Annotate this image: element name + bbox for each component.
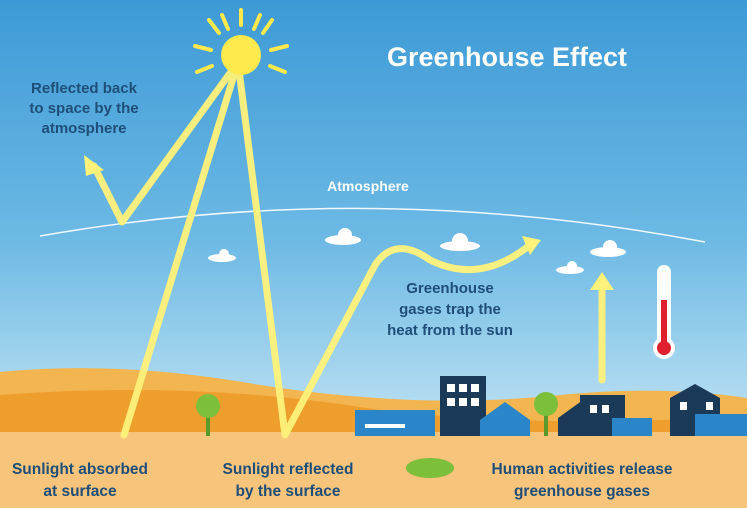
label-line: greenhouse gases [514, 483, 650, 500]
label-line: at surface [43, 483, 117, 500]
atmosphere-label: Atmosphere [327, 178, 409, 194]
greenhouse-diagram: Greenhouse Effect Atmosphere Reflected b… [0, 0, 747, 508]
title: Greenhouse Effect [387, 42, 627, 72]
reflected-label: Reflected back to space by the atmospher… [29, 80, 138, 137]
label-line: gases trap the [399, 301, 501, 318]
label-line: by the surface [235, 483, 340, 500]
label-line: heat from the sun [387, 322, 513, 339]
label-line: Reflected back [31, 80, 138, 97]
label-line: Greenhouse [406, 280, 494, 297]
label-line: Human activities release [492, 461, 673, 478]
label-line: Sunlight absorbed [12, 461, 148, 478]
label-line: Sunlight reflected [223, 461, 354, 478]
sky [0, 0, 747, 432]
label-line: atmosphere [41, 120, 126, 137]
label-line: to space by the [29, 100, 138, 117]
